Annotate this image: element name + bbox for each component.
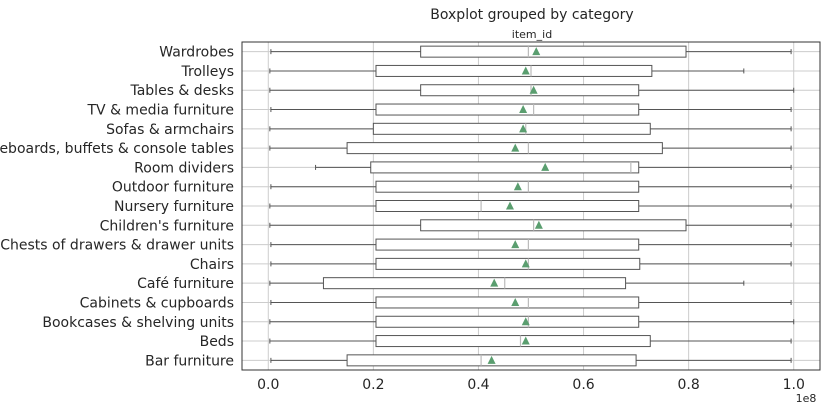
box-group bbox=[270, 238, 792, 251]
mean-marker bbox=[490, 278, 499, 287]
y-ticks: Wardrobes Trolleys Tables & desks TV & medi… bbox=[0, 45, 234, 370]
boxes bbox=[269, 45, 795, 367]
box-group bbox=[270, 257, 792, 270]
x-tick-label: 0.4 bbox=[467, 377, 489, 393]
box-group bbox=[270, 180, 792, 193]
box-group bbox=[269, 84, 795, 97]
box bbox=[372, 122, 651, 135]
box-group bbox=[269, 142, 792, 155]
plot-frame bbox=[241, 41, 821, 371]
box bbox=[370, 161, 640, 174]
box bbox=[375, 103, 640, 116]
mean-marker bbox=[521, 66, 530, 75]
box bbox=[375, 238, 640, 251]
mean-marker bbox=[511, 240, 520, 249]
box-group bbox=[270, 354, 792, 367]
box bbox=[322, 277, 627, 290]
mean-marker bbox=[521, 259, 530, 268]
x-tick-label: 1.0 bbox=[783, 377, 805, 393]
box bbox=[375, 200, 640, 212]
y-tick-label: Room dividers bbox=[134, 160, 234, 176]
mean-marker bbox=[532, 47, 541, 56]
y-tick-label: Bookcases & shelving units bbox=[42, 315, 234, 331]
mean-marker bbox=[487, 355, 496, 364]
box-group bbox=[270, 45, 792, 58]
x-tick-label: 0.8 bbox=[678, 377, 700, 393]
y-tick-label: Beds bbox=[200, 334, 234, 350]
box-group bbox=[269, 277, 745, 290]
y-tick-label: Sofas & armchairs bbox=[106, 122, 234, 138]
box bbox=[420, 84, 640, 97]
box bbox=[420, 219, 687, 232]
y-tick-label: Chests of drawers & drawer units bbox=[0, 238, 234, 254]
mean-marker bbox=[519, 105, 528, 114]
y-tick-label: Cabinets & cupboards bbox=[80, 295, 234, 311]
mean-marker bbox=[513, 182, 522, 191]
box-group bbox=[269, 219, 792, 232]
y-tick-label: Sideboards, buffets & console tables bbox=[0, 141, 234, 157]
x-exponent-label: 1e8 bbox=[796, 392, 817, 405]
box-group bbox=[270, 296, 792, 309]
x-ticks: 0.0 0.2 0.4 0.6 0.8 1.0 bbox=[257, 377, 805, 393]
y-tick-label: Outdoor furniture bbox=[112, 180, 234, 196]
y-tick-label: Nursery furniture bbox=[114, 199, 234, 215]
box-group bbox=[269, 335, 792, 348]
chart-title: Boxplot grouped by category bbox=[430, 7, 633, 23]
y-tick-label: Tables & desks bbox=[129, 83, 234, 99]
mean-marker bbox=[511, 143, 520, 152]
box bbox=[375, 64, 653, 77]
y-tick-label: Wardrobes bbox=[159, 45, 234, 61]
box-group bbox=[269, 315, 795, 328]
box bbox=[375, 315, 640, 328]
box-group bbox=[270, 103, 792, 116]
mean-marker bbox=[534, 220, 543, 229]
box bbox=[346, 142, 663, 155]
y-tick-label: Children's furniture bbox=[100, 218, 234, 234]
x-tick-label: 0.2 bbox=[362, 377, 384, 393]
y-tick-label: Bar furniture bbox=[145, 353, 234, 369]
box-group bbox=[269, 122, 792, 135]
box bbox=[375, 180, 640, 193]
box-group bbox=[269, 64, 745, 77]
box bbox=[420, 45, 687, 58]
mean-marker bbox=[529, 85, 538, 94]
mean-marker bbox=[519, 124, 528, 133]
mean-marker bbox=[511, 297, 520, 306]
y-tick-label: Chairs bbox=[190, 257, 234, 273]
y-tick-label: Café furniture bbox=[137, 276, 234, 292]
x-tick-label: 0.0 bbox=[257, 377, 279, 393]
y-tick-label: TV & media furniture bbox=[86, 103, 234, 119]
y-tick-label: Trolleys bbox=[181, 64, 234, 80]
mean-marker bbox=[541, 162, 550, 171]
chart-subtitle: item_id bbox=[512, 28, 552, 41]
box-group bbox=[315, 161, 792, 174]
mean-marker bbox=[505, 201, 514, 210]
x-tick-label: 0.6 bbox=[572, 377, 594, 393]
box-group bbox=[269, 200, 792, 212]
mean-marker bbox=[521, 336, 530, 345]
box bbox=[375, 335, 651, 348]
box bbox=[375, 257, 641, 270]
mean-marker bbox=[521, 317, 530, 326]
box bbox=[375, 296, 640, 309]
